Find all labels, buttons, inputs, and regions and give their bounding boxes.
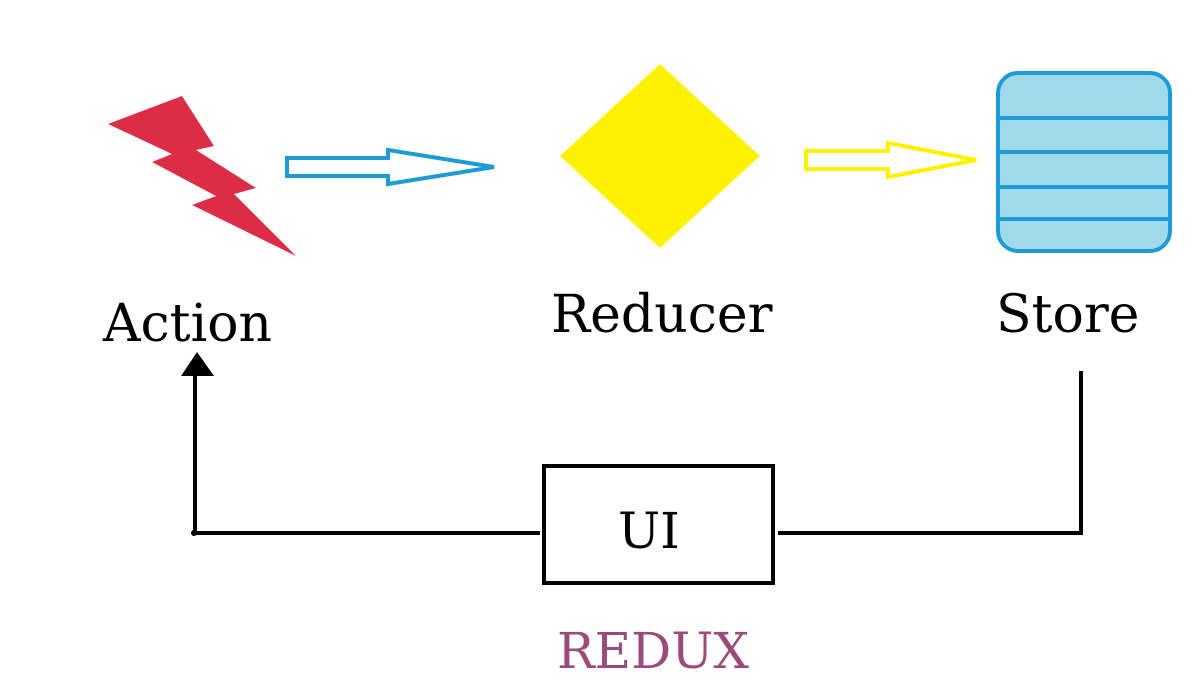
diamond-icon xyxy=(560,64,760,248)
action-label: Action xyxy=(103,298,272,350)
ui-label: UI xyxy=(618,506,680,556)
reducer-to-store-arrow xyxy=(806,143,976,177)
diagram-title: REDUX xyxy=(557,626,749,676)
database-table-icon xyxy=(998,73,1170,251)
store-label: Store xyxy=(996,289,1139,341)
connector-joint xyxy=(191,530,197,536)
lightning-bolt-icon xyxy=(108,96,296,256)
action-to-reducer-arrow xyxy=(287,150,494,184)
reducer-label: Reducer xyxy=(551,289,772,341)
arrow-head-up-icon xyxy=(181,352,214,376)
store-to-ui-connector xyxy=(778,371,1081,533)
ui-to-action-connector xyxy=(195,372,540,533)
